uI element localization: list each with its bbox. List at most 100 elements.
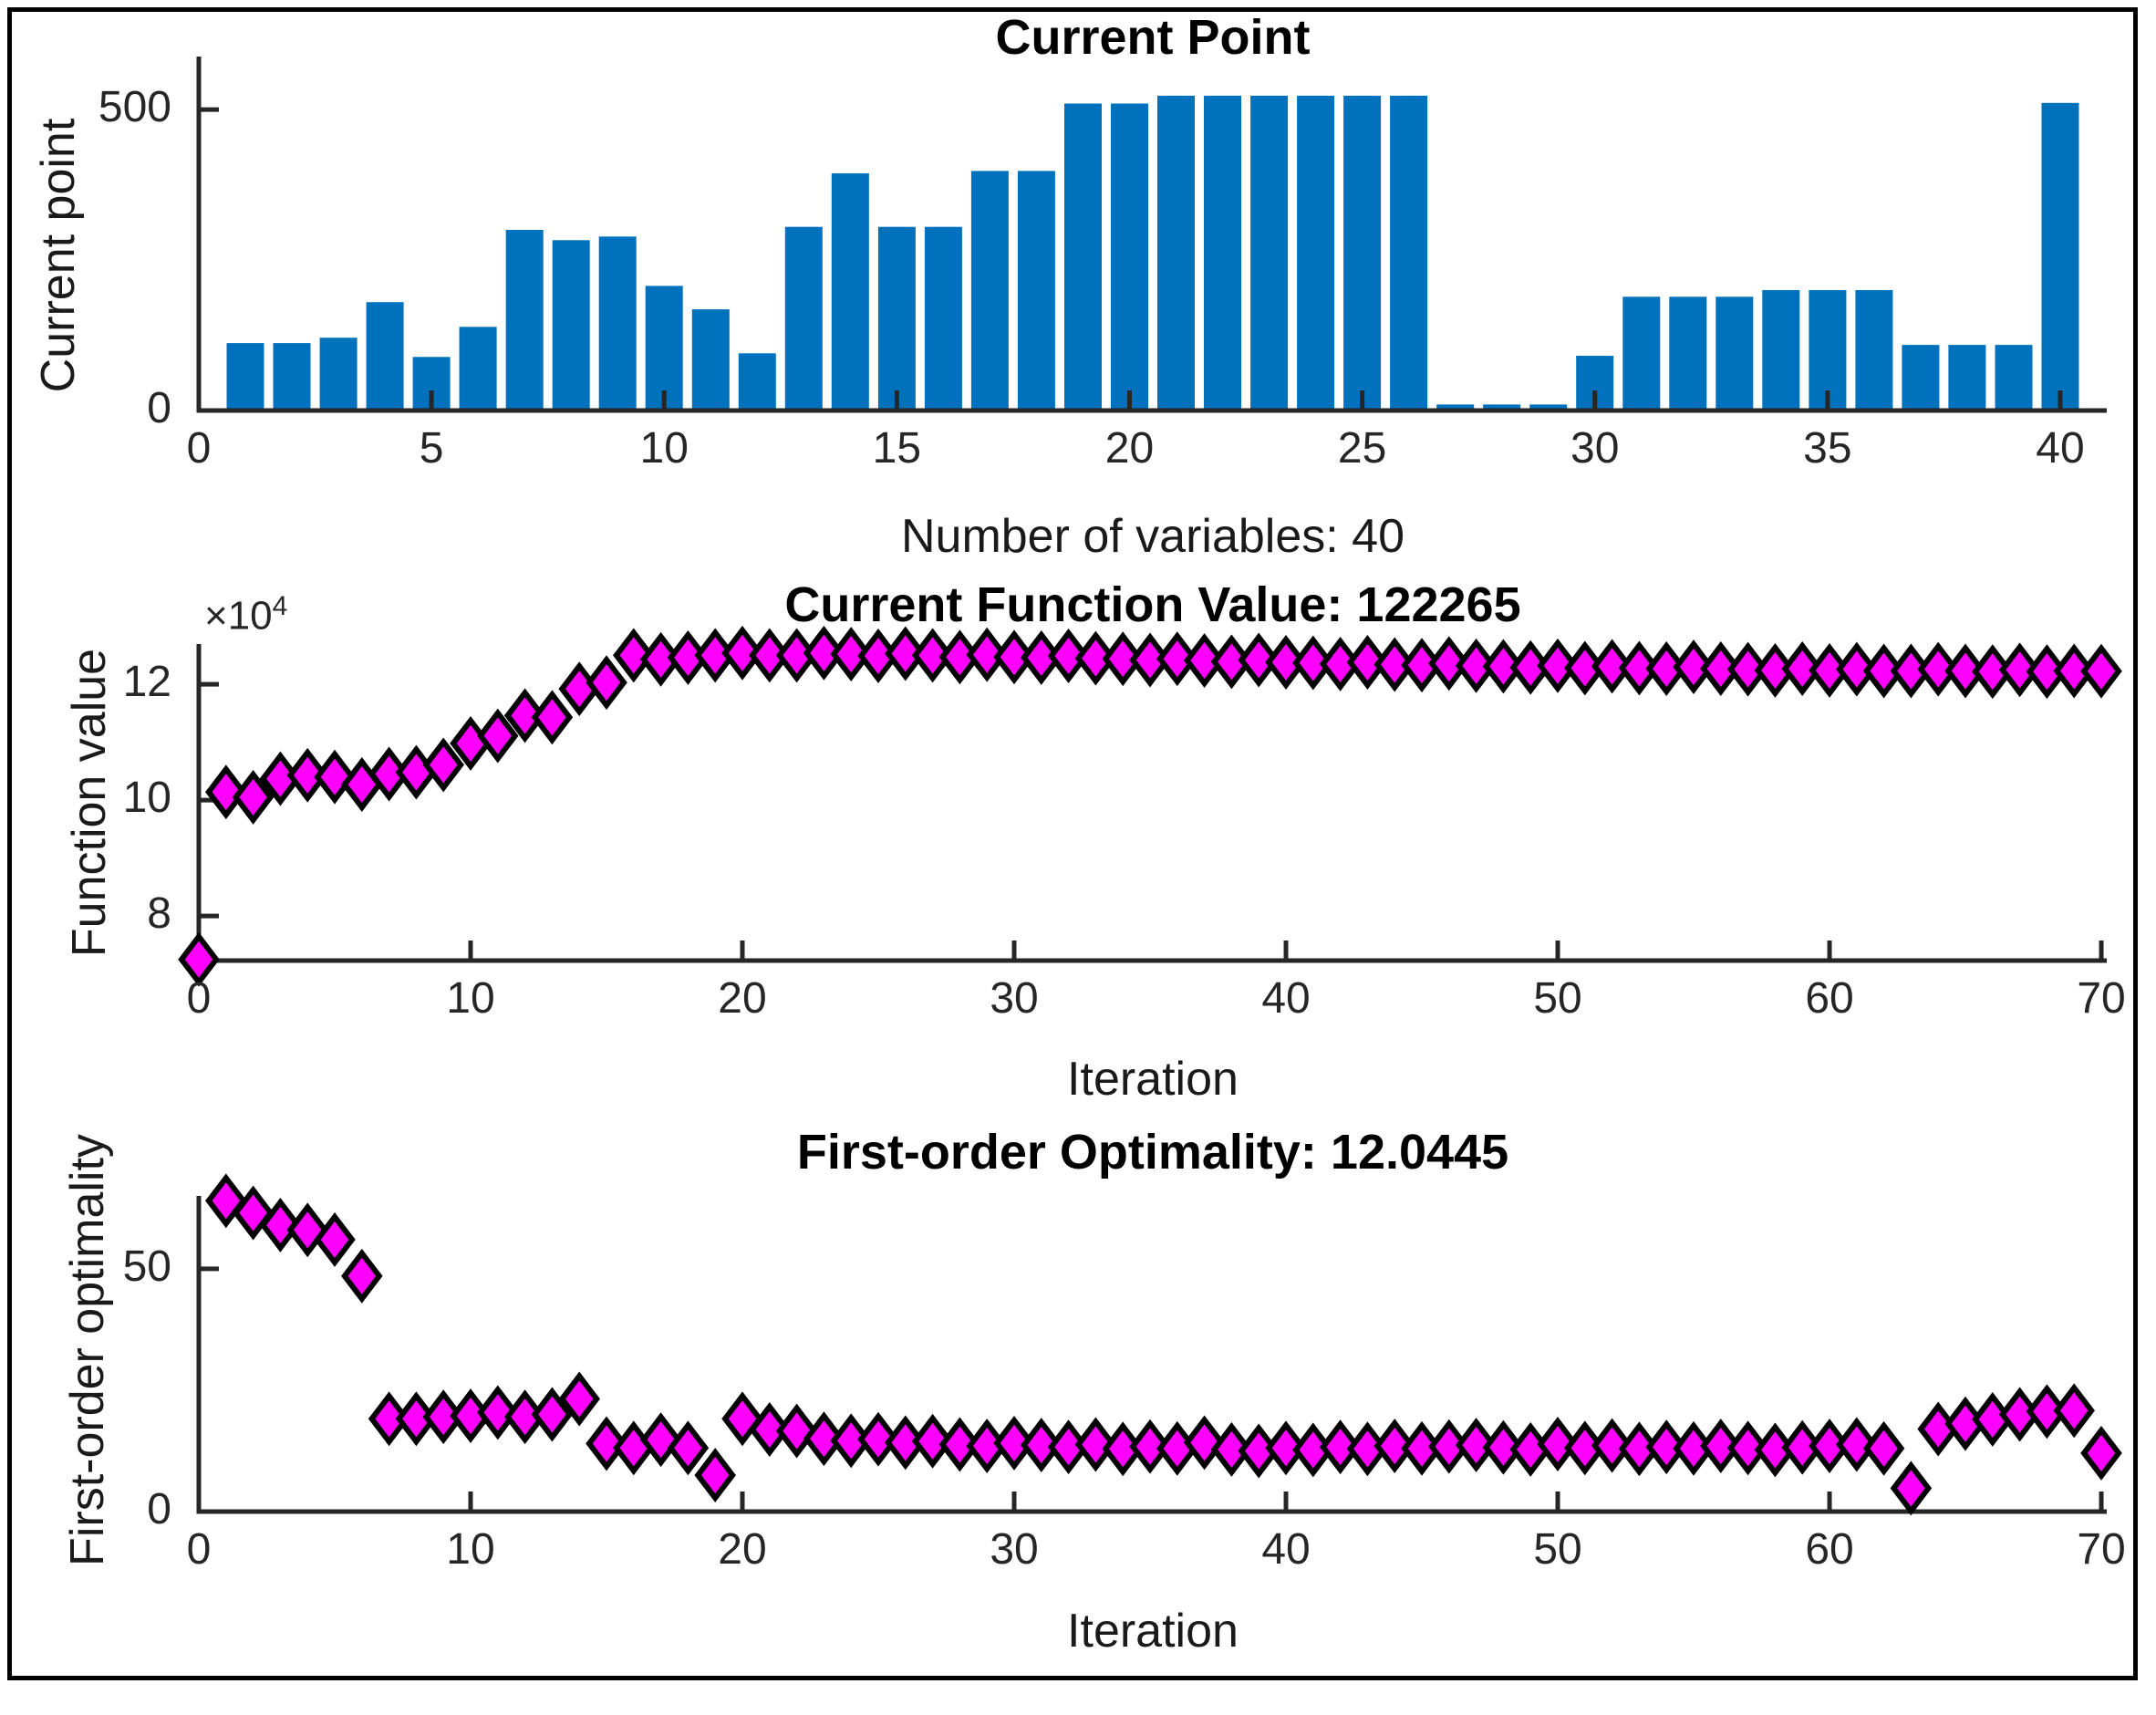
y-tick-label: 0 [147,384,171,432]
y-tick-label: 0 [147,1485,171,1533]
data-point-diamond [1917,641,1959,697]
data-point-diamond [503,688,546,743]
bar [738,353,776,411]
data-point-diamond [857,1411,899,1467]
bar [1529,404,1568,411]
data-point-diamond [314,1211,356,1267]
data-point-diamond [531,1387,574,1442]
data-point-diamond [993,629,1035,685]
x-tick-label: 5 [419,424,444,473]
data-point-diamond [1890,1460,1933,1516]
bar [1204,95,1241,411]
data-point-diamond [966,627,1008,682]
data-point-diamond [911,1413,954,1469]
data-point-diamond [1074,630,1117,686]
data-point-diamond [1047,629,1090,683]
bar [1902,345,1940,411]
bar [691,309,730,411]
data-point-diamond [2026,644,2068,700]
data-point-diamond [1183,633,1226,689]
data-point-diamond [477,1385,519,1440]
data-point-diamond [314,749,356,805]
bar [784,226,823,411]
data-point-diamond [639,1412,682,1468]
data-point-diamond [1265,1420,1307,1476]
bar [366,302,404,411]
data-point-diamond [1210,1421,1253,1477]
x-tick-label: 70 [2077,1525,2126,1574]
data-point-diamond [721,625,763,681]
data-point-diamond [885,626,927,681]
exponent-prefix: ×10 [204,593,273,639]
x-tick-label: 10 [446,974,495,1023]
data-point-diamond [1944,643,1986,699]
bar [1483,404,1521,411]
data-point-diamond [2053,1383,2095,1439]
data-point-diamond [178,931,220,987]
data-point-diamond [259,1197,302,1252]
bar [877,226,916,411]
chart-2 [196,1173,2122,1516]
middle-chart-title: Current Function Value: 122265 [784,577,1521,632]
data-point-diamond [1428,636,1470,691]
y-tick-label: 50 [122,1242,171,1291]
x-tick-label: 10 [639,424,689,473]
bar [645,286,683,411]
x-tick-label: 30 [990,974,1039,1023]
x-tick-label: 0 [186,424,212,473]
data-point-diamond [993,1415,1035,1471]
data-point-diamond [1292,635,1334,691]
data-point-diamond [2053,643,2095,699]
chart-1 [178,625,2122,987]
y-tick-label: 500 [98,83,171,132]
x-tick-label: 20 [718,1525,767,1574]
y-tick-label: 12 [122,658,171,707]
data-point-diamond [775,1403,818,1459]
bar [1111,103,1148,411]
top-chart-title: Current Point [995,10,1311,65]
x-tick-label: 30 [990,1525,1039,1574]
data-point-diamond [938,1417,981,1472]
data-point-diamond [477,708,519,764]
bar [831,173,869,411]
bar [1762,290,1800,411]
bar [1297,95,1335,411]
x-tick-label: 25 [1337,424,1387,473]
bar [1157,95,1195,411]
y-axis-exponent: ×104 [204,591,287,639]
chart-0 [196,57,2107,413]
data-point-diamond [2080,643,2122,699]
data-point-diamond [613,1420,655,1476]
bar [1948,345,1986,411]
data-point-diamond [1645,1419,1687,1475]
data-point-diamond [1726,641,1769,697]
data-point-diamond [1726,1420,1769,1476]
x-tick-label: 10 [446,1525,495,1574]
bar [1250,95,1289,411]
data-point-diamond [1836,641,1878,697]
bottom-chart-title: First-order Optimality: 12.0445 [796,1125,1509,1180]
data-point-diamond [1129,1419,1171,1474]
data-point-diamond [1591,639,1633,694]
bar [1715,296,1754,411]
data-point-diamond [1836,1417,1878,1472]
x-tick-label: 40 [1261,974,1311,1023]
data-point-diamond [1998,642,2041,698]
bar [1390,95,1428,411]
data-point-diamond [205,764,247,820]
x-tick-label: 60 [1805,1525,1854,1574]
x-tick-label: 30 [1570,424,1620,473]
bar [1436,404,1475,411]
bar [319,338,358,411]
bottom-chart-ylabel: First-order optimality [61,1134,114,1566]
data-point-diamond [1700,641,1742,696]
data-point-diamond [1537,638,1579,693]
data-point-diamond [749,628,791,683]
data-point-diamond [1455,1418,1498,1473]
bar [1995,345,2033,411]
bar [598,236,637,411]
data-point-diamond [586,655,627,711]
bottom-chart-xlabel: Iteration [1067,1605,1239,1658]
